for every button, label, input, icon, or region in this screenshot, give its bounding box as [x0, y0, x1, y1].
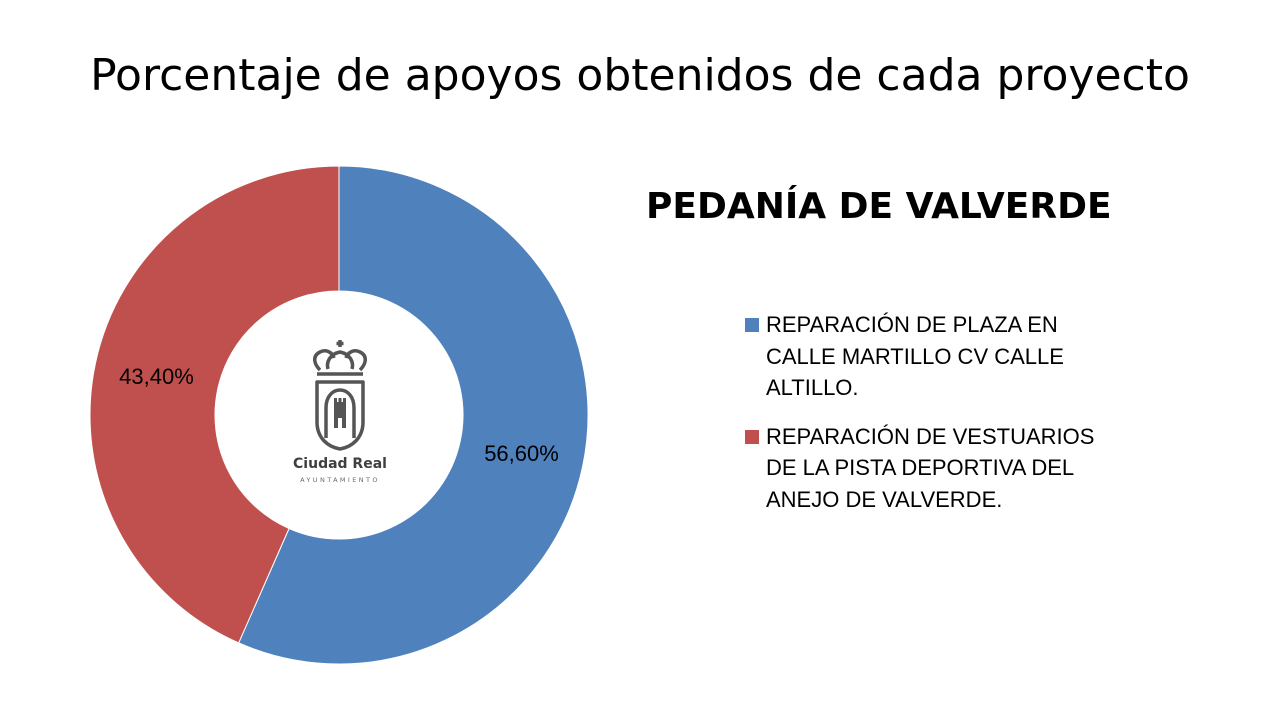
- ciudad-real-logo: Ciudad Real AYUNTAMIENTO: [290, 338, 390, 488]
- logo-name: Ciudad Real: [293, 456, 387, 472]
- chart-title: Porcentaje de apoyos obtenidos de cada p…: [90, 50, 1190, 101]
- chart-legend: REPARACIÓN DE PLAZA EN CALLE MARTILLO CV…: [745, 309, 1125, 532]
- slice-1: [238, 165, 589, 665]
- legend-item-1: REPARACIÓN DE PLAZA EN CALLE MARTILLO CV…: [745, 309, 1125, 404]
- legend-label-1: REPARACIÓN DE PLAZA EN CALLE MARTILLO CV…: [766, 312, 1064, 400]
- legend-label-2: REPARACIÓN DE VESTUARIOS DE LA PISTA DEP…: [766, 423, 1095, 512]
- legend-swatch-1: [745, 318, 759, 332]
- legend-swatch-2: [745, 429, 759, 444]
- crown-shield-icon: [313, 340, 367, 451]
- chart-subtitle: PEDANÍA DE VALVERDE: [646, 186, 1112, 227]
- data-label-1: 56,60%: [484, 441, 559, 466]
- slice-2: [89, 165, 340, 644]
- data-label-2: 43,40%: [119, 364, 194, 389]
- logo-subtitle: AYUNTAMIENTO: [300, 476, 380, 484]
- legend-item-2: REPARACIÓN DE VESTUARIOS DE LA PISTA DEP…: [745, 421, 1125, 516]
